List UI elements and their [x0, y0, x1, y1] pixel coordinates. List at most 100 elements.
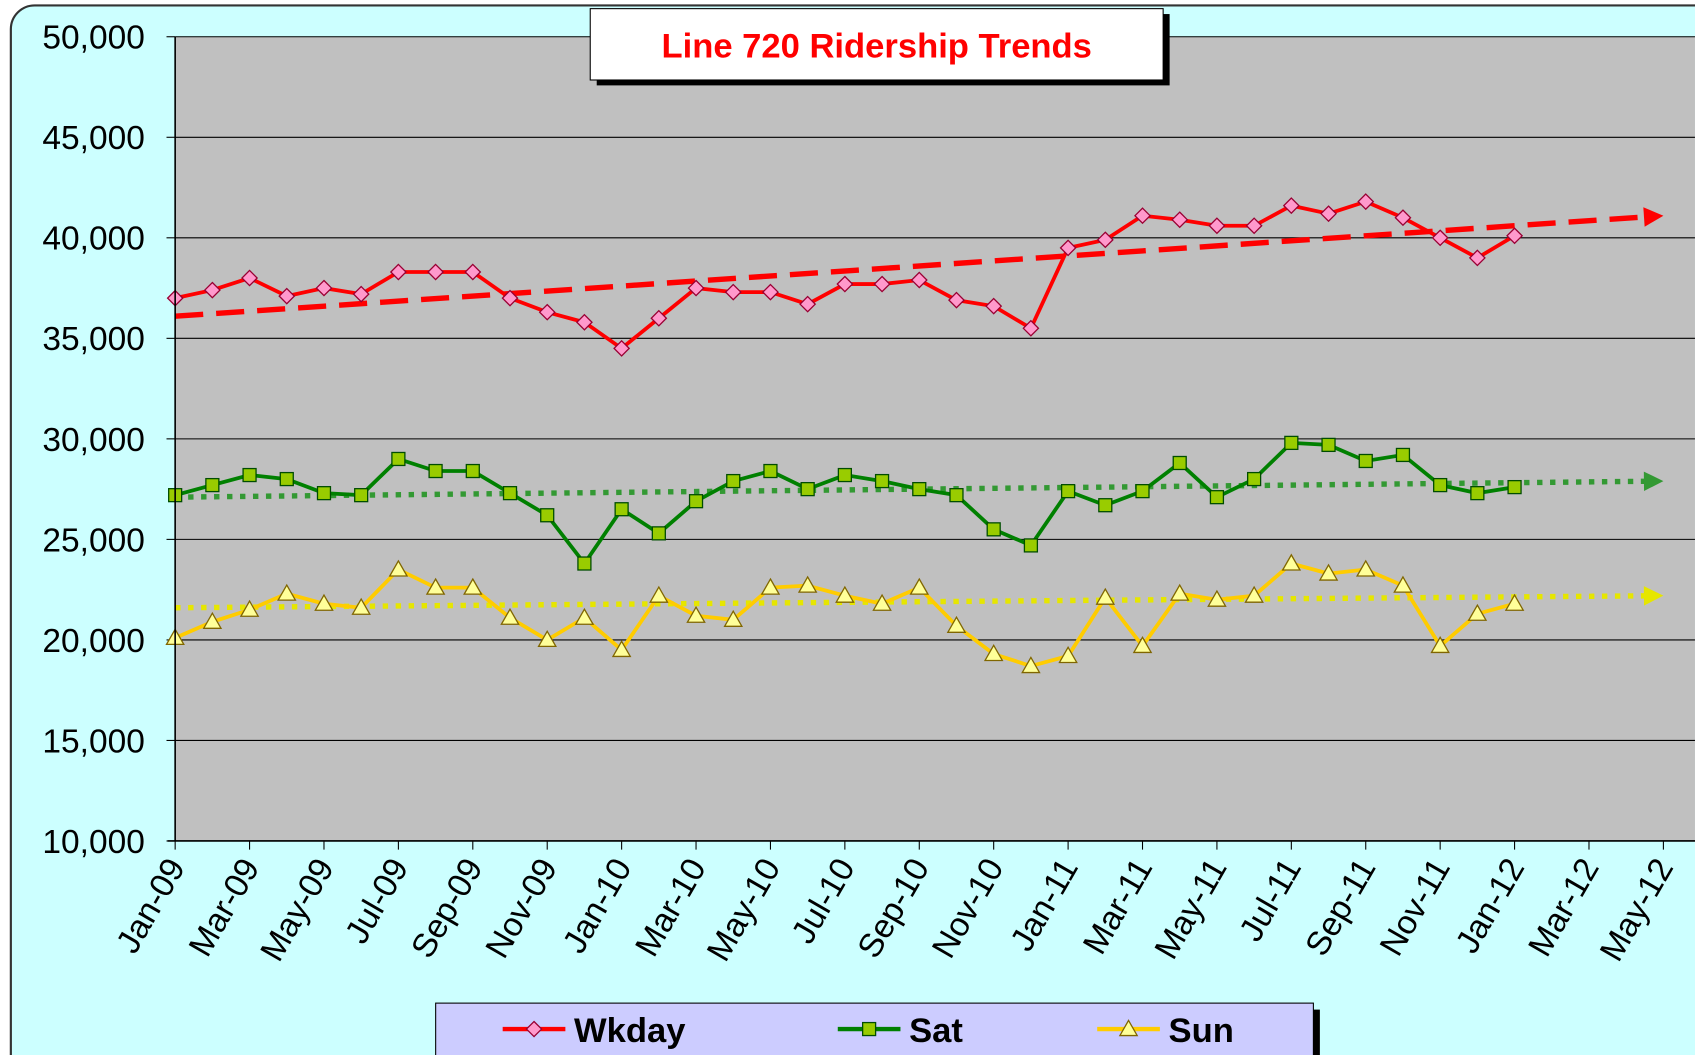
marker	[836, 275, 854, 293]
marker	[502, 486, 518, 501]
marker	[1021, 656, 1041, 674]
marker	[1246, 471, 1262, 487]
marker	[1169, 583, 1190, 601]
marker	[651, 526, 666, 541]
marker	[1468, 249, 1486, 267]
marker	[763, 463, 778, 479]
marker	[726, 473, 741, 489]
marker	[761, 283, 779, 301]
marker	[800, 481, 815, 497]
marker	[873, 275, 891, 293]
marker	[1244, 585, 1264, 603]
marker	[1135, 484, 1150, 499]
trend-arrow	[1643, 207, 1664, 227]
marker	[723, 609, 744, 627]
marker	[837, 467, 852, 483]
legend-label: Wkday	[574, 1012, 686, 1050]
marker	[1022, 319, 1040, 337]
marker	[1467, 603, 1488, 621]
marker	[239, 599, 260, 617]
marker	[874, 473, 890, 489]
marker	[1355, 559, 1376, 577]
marker	[1470, 486, 1485, 501]
marker	[1134, 207, 1151, 225]
marker	[352, 285, 370, 303]
marker	[428, 463, 443, 479]
marker	[1318, 563, 1339, 581]
marker	[799, 295, 817, 313]
legend-marker	[861, 1021, 877, 1037]
marker	[1433, 477, 1448, 493]
marker	[688, 494, 704, 509]
marker	[501, 289, 519, 307]
marker	[279, 471, 294, 487]
marker	[946, 615, 967, 633]
chart-title: Line 720 Ridership Trends	[661, 27, 1091, 65]
marker	[986, 522, 1001, 537]
marker	[316, 486, 332, 501]
marker	[500, 607, 520, 625]
marker	[1282, 197, 1300, 215]
marker	[1506, 227, 1524, 245]
marker	[391, 451, 406, 467]
marker	[1096, 231, 1114, 249]
marker	[1058, 646, 1078, 664]
legend-label: Sat	[909, 1012, 963, 1050]
marker	[1357, 193, 1375, 211]
marker	[315, 279, 333, 297]
marker	[613, 339, 631, 357]
marker	[203, 281, 221, 299]
marker	[947, 291, 965, 309]
marker	[241, 269, 259, 287]
marker	[1507, 479, 1522, 495]
legend-label: Sun	[1169, 1012, 1234, 1050]
marker	[686, 605, 706, 623]
marker	[983, 644, 1004, 662]
marker	[835, 585, 855, 603]
marker	[1132, 635, 1153, 654]
marker	[1395, 447, 1411, 463]
marker	[797, 575, 818, 593]
marker	[687, 279, 705, 297]
marker	[949, 488, 964, 503]
title-box	[589, 8, 1164, 81]
marker	[540, 508, 555, 523]
marker	[463, 577, 483, 595]
marker	[1095, 587, 1116, 605]
marker	[1431, 229, 1449, 247]
trend-arrow	[1643, 586, 1664, 606]
marker	[1098, 498, 1113, 513]
trend-arrow	[1643, 471, 1664, 492]
marker	[314, 593, 334, 611]
marker	[202, 611, 223, 629]
marker	[1209, 490, 1225, 505]
marker	[1023, 538, 1039, 553]
marker	[464, 263, 482, 281]
marker	[1059, 239, 1077, 257]
marker	[1320, 205, 1338, 223]
marker	[611, 640, 632, 658]
marker	[1245, 217, 1263, 235]
marker	[388, 559, 409, 577]
marker	[650, 309, 668, 327]
marker	[1208, 217, 1226, 235]
marker	[242, 467, 257, 483]
marker	[537, 629, 557, 648]
y-tick-label: 25,000	[42, 522, 144, 559]
marker	[425, 577, 446, 595]
marker	[1284, 435, 1299, 451]
marker	[427, 263, 445, 281]
marker	[724, 283, 742, 301]
marker	[910, 271, 928, 289]
marker	[351, 597, 371, 615]
legend-marker	[525, 1020, 543, 1038]
marker	[1393, 575, 1413, 593]
marker	[909, 577, 930, 595]
y-tick-label: 30,000	[42, 422, 144, 459]
marker	[1321, 437, 1336, 453]
marker	[1172, 455, 1187, 471]
y-tick-label: 15,000	[42, 723, 144, 760]
marker	[277, 583, 297, 601]
marker	[1358, 453, 1373, 469]
